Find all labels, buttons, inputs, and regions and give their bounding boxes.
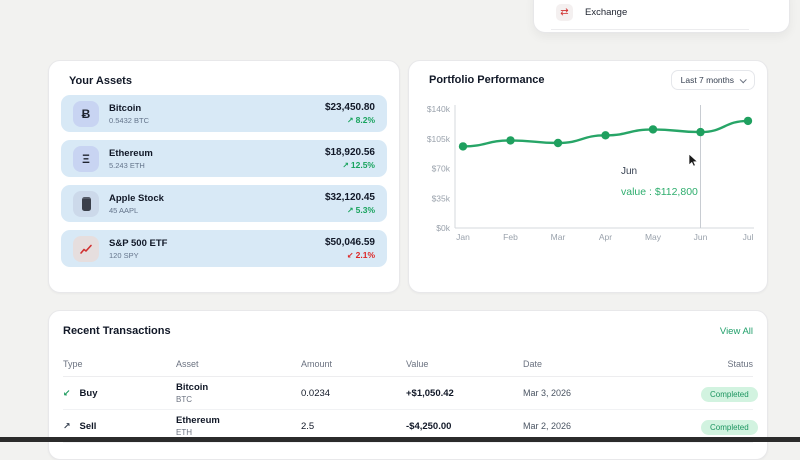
bitcoin-icon: Ƀ (73, 100, 99, 127)
status-badge: Completed (701, 387, 758, 402)
svg-text:$0k: $0k (436, 223, 450, 233)
asset-name: Ethereum (109, 147, 153, 159)
asset-holding: 45 AAPL (109, 205, 139, 215)
svg-text:$140k: $140k (427, 104, 451, 114)
time-range-select[interactable]: Last 7 months (670, 70, 755, 90)
tx-type-label: Sell (79, 420, 97, 432)
asset-row-ethereum[interactable]: Ξ Ethereum 5.243 ETH $18,920.56 ↗ 12.5% (61, 140, 387, 177)
menu-item-exchange[interactable]: ⇄ Exchange (534, 0, 789, 25)
transactions-header-row: Type Asset Amount Value Date Status (63, 351, 753, 377)
asset-change: ↗ 12.5% (342, 160, 375, 170)
tx-asset-symbol: ETH (176, 428, 192, 437)
transactions-title: Recent Transactions (63, 325, 171, 337)
tx-asset-name: Ethereum (176, 415, 220, 426)
asset-change: ↙ 2.1% (346, 250, 375, 260)
swap-arrows-icon: ⇄ (556, 4, 573, 21)
asset-row-apple-stock[interactable]: Apple Stock 45 AAPL $32,120.45 ↗ 5.3% (61, 185, 387, 222)
svg-text:Apr: Apr (599, 232, 612, 242)
asset-value: $18,920.56 (324, 147, 375, 158)
tx-value: -$4,250.00 (406, 420, 452, 432)
phone-icon (73, 190, 99, 217)
your-assets-card: Your Assets Ƀ Bitcoin 0.5432 BTC $23,450… (48, 60, 400, 293)
tx-type-label: Buy (79, 387, 98, 399)
svg-text:Mar: Mar (551, 232, 566, 242)
svg-text:May: May (645, 232, 662, 242)
tooltip-value: value : $112,800 (621, 186, 698, 198)
transaction-row-buy-bitcoin[interactable]: ↙ Buy Bitcoin BTC 0.0234 +$1,050.42 Mar 3… (63, 377, 758, 410)
trend-down-arrow-icon: ↙ (346, 251, 354, 260)
time-range-label: Last 7 months (680, 75, 734, 85)
assets-title: Your Assets (69, 75, 132, 87)
asset-value: $23,450.80 (324, 102, 375, 113)
asset-value: $32,120.45 (324, 192, 375, 203)
asset-row-sp500-etf[interactable]: S&P 500 ETF 120 SPY $50,046.59 ↙ 2.1% (61, 230, 387, 267)
col-type: Type (63, 358, 83, 369)
asset-change: ↗ 8.2% (346, 115, 375, 125)
svg-text:$35k: $35k (432, 193, 451, 203)
portfolio-title: Portfolio Performance (429, 74, 545, 86)
buy-arrow-icon: ↙ (63, 387, 71, 398)
svg-text:Jun: Jun (694, 232, 708, 242)
menu-item-exchange-label: Exchange (585, 7, 628, 18)
asset-change: ↗ 5.3% (346, 205, 375, 215)
svg-text:Feb: Feb (503, 232, 518, 242)
asset-holding: 120 SPY (109, 250, 139, 260)
sell-arrow-icon: ↗ (63, 420, 71, 431)
tx-asset-name: Bitcoin (176, 382, 209, 393)
tx-asset-symbol: BTC (176, 395, 192, 404)
col-date: Date (523, 358, 543, 369)
svg-text:Jul: Jul (743, 232, 754, 242)
window-bottom-edge (0, 437, 800, 442)
tx-date: Mar 2, 2026 (523, 421, 572, 431)
portfolio-performance-card: Portfolio Performance Last 7 months $0k $… (408, 60, 768, 293)
status-badge: Completed (701, 420, 758, 435)
recent-transactions-card: Recent Transactions View All Type Asset … (48, 310, 768, 460)
col-asset: Asset (176, 358, 199, 369)
chart-tooltip: Jun value : $112,800 (621, 166, 698, 198)
tx-amount: 2.5 (301, 420, 315, 432)
trend-up-arrow-icon: ↗ (346, 116, 354, 125)
tx-amount: 0.0234 (301, 387, 331, 399)
view-all-link[interactable]: View All (719, 325, 753, 337)
tx-date: Mar 3, 2026 (523, 388, 572, 398)
asset-value: $50,046.59 (324, 237, 375, 248)
asset-name: Apple Stock (109, 192, 164, 204)
asset-name: S&P 500 ETF (109, 237, 168, 249)
tooltip-month: Jun (621, 166, 638, 177)
chart-icon (73, 235, 99, 262)
col-value: Value (406, 358, 429, 369)
ethereum-icon: Ξ (73, 145, 99, 172)
asset-row-bitcoin[interactable]: Ƀ Bitcoin 0.5432 BTC $23,450.80 ↗ 8.2% (61, 95, 387, 132)
tx-value: +$1,050.42 (406, 387, 454, 399)
menu-divider (551, 29, 749, 30)
col-amount: Amount (301, 358, 333, 369)
mouse-cursor-icon (689, 154, 699, 167)
trend-up-arrow-icon: ↗ (342, 161, 349, 170)
asset-holding: 5.243 ETH (109, 160, 145, 170)
trend-up-arrow-icon: ↗ (346, 206, 354, 215)
dropdown-menu: ⇄ Exchange (533, 0, 790, 33)
asset-holding: 0.5432 BTC (109, 115, 150, 125)
svg-text:$105k: $105k (427, 134, 451, 144)
svg-text:$70k: $70k (432, 164, 451, 174)
col-status: Status (727, 358, 753, 369)
svg-text:Jan: Jan (456, 232, 470, 242)
asset-name: Bitcoin (109, 102, 142, 114)
